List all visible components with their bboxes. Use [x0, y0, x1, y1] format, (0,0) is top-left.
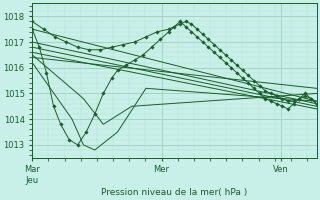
X-axis label: Pression niveau de la mer( hPa ): Pression niveau de la mer( hPa ) — [101, 188, 247, 197]
